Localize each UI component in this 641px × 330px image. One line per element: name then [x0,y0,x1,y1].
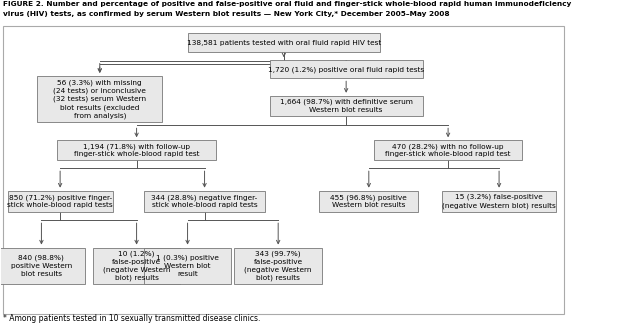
Text: 15 (3.2%) false-positive
(negative Western blot) results: 15 (3.2%) false-positive (negative Weste… [442,194,556,209]
Text: 10 (1.2%)
false-positive
(negative Western
blot) results: 10 (1.2%) false-positive (negative Weste… [103,250,171,281]
Text: 470 (28.2%) with no follow-up
finger-stick whole-blood rapid test: 470 (28.2%) with no follow-up finger-sti… [385,143,511,157]
Text: 344 (28.8%) negative finger-
stick whole-blood rapid tests: 344 (28.8%) negative finger- stick whole… [151,194,258,209]
FancyBboxPatch shape [319,190,419,212]
Text: 1,194 (71.8%) with follow-up
finger-stick whole-blood rapid test: 1,194 (71.8%) with follow-up finger-stic… [74,143,199,157]
FancyBboxPatch shape [270,60,422,78]
FancyBboxPatch shape [37,76,162,122]
FancyBboxPatch shape [188,33,380,52]
Text: 56 (3.3%) with missing
(24 tests) or inconclusive
(32 tests) serum Western
blot : 56 (3.3%) with missing (24 tests) or inc… [53,79,146,119]
Text: 343 (99.7%)
false-positive
(negative Western
blot) results: 343 (99.7%) false-positive (negative Wes… [244,250,312,281]
FancyBboxPatch shape [144,190,265,212]
FancyBboxPatch shape [442,190,556,212]
Text: 138,581 patients tested with oral fluid rapid HIV test: 138,581 patients tested with oral fluid … [187,40,381,46]
Text: 455 (96.8%) positive
Western blot results: 455 (96.8%) positive Western blot result… [330,194,407,209]
FancyBboxPatch shape [144,248,231,284]
Text: 850 (71.2%) positive finger-
stick whole-blood rapid tests: 850 (71.2%) positive finger- stick whole… [7,194,113,209]
FancyBboxPatch shape [93,248,181,284]
FancyBboxPatch shape [8,190,113,212]
Text: 840 (98.8%)
positive Western
blot results: 840 (98.8%) positive Western blot result… [11,255,72,277]
FancyBboxPatch shape [3,26,564,314]
Text: 1,664 (98.7%) with definitive serum
Western blot results: 1,664 (98.7%) with definitive serum West… [279,98,413,113]
FancyBboxPatch shape [270,96,422,115]
FancyBboxPatch shape [374,140,522,160]
Text: 1 (0.3%) positive
Western blot
result: 1 (0.3%) positive Western blot result [156,255,219,277]
FancyBboxPatch shape [235,248,322,284]
Text: * Among patients tested in 10 sexually transmitted disease clinics.: * Among patients tested in 10 sexually t… [3,314,261,323]
Text: 1,720 (1.2%) positive oral fluid rapid tests: 1,720 (1.2%) positive oral fluid rapid t… [268,66,424,73]
Text: virus (HIV) tests, as confirmed by serum Western blot results — New York City,* : virus (HIV) tests, as confirmed by serum… [3,11,450,17]
Text: FIGURE 2. Number and percentage of positive and false-positive oral fluid and fi: FIGURE 2. Number and percentage of posit… [3,1,572,7]
FancyBboxPatch shape [0,248,85,284]
FancyBboxPatch shape [57,140,216,160]
